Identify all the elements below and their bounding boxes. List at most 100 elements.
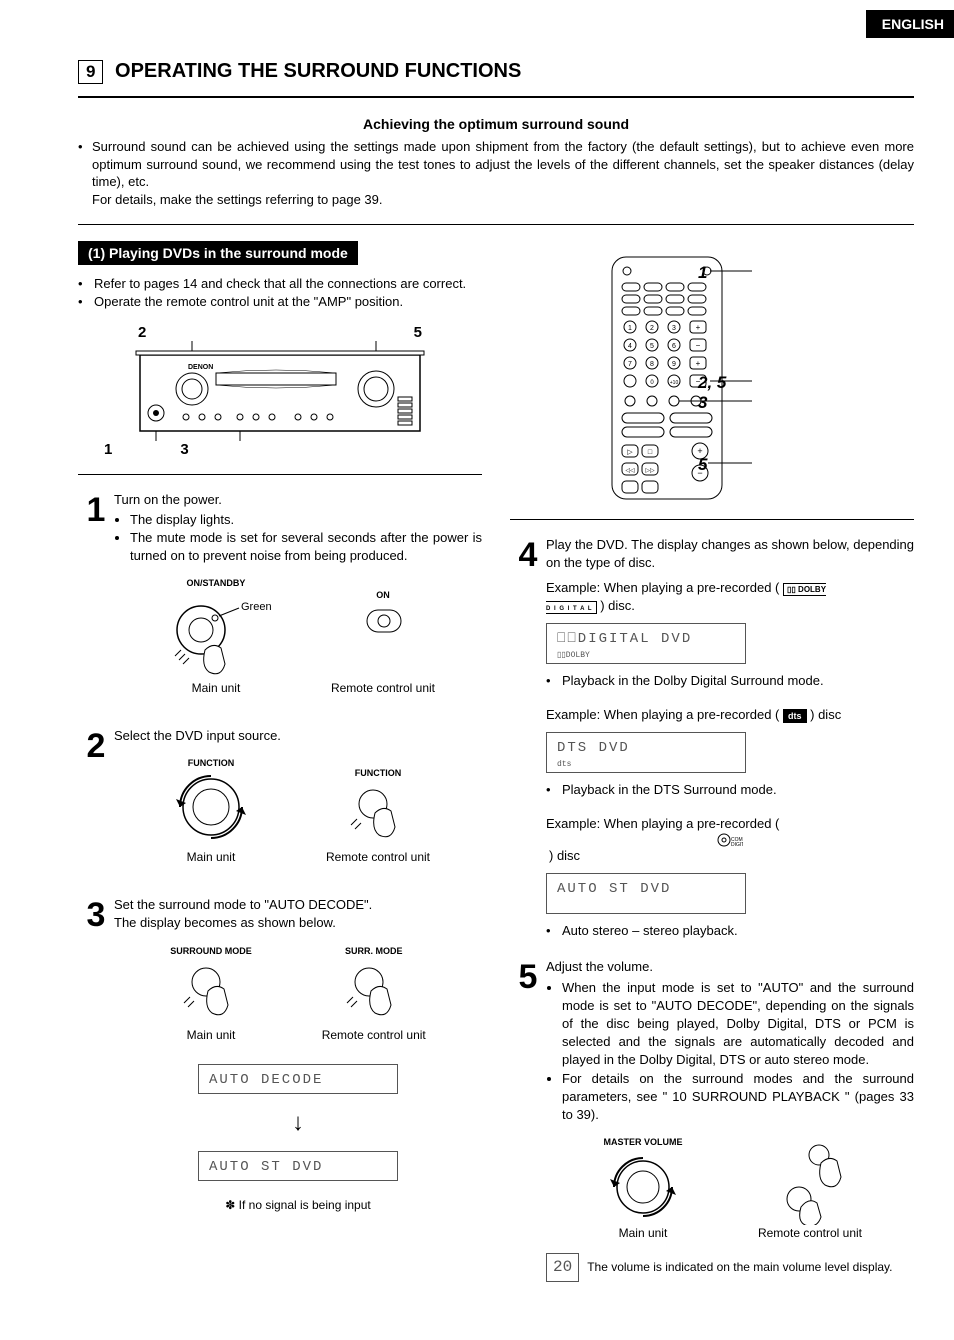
remote-diagram: 1 2 3 + 4 5 6 − 7 8 9 + 0 +10 — [510, 253, 914, 503]
vol-press-icon — [775, 1139, 845, 1225]
front-panel-svg: DENON — [130, 341, 430, 441]
lcd-ddigital: ⎕⎕DIGITAL DVD ▯▯DOLBY — [546, 623, 746, 664]
surround-press-icon — [176, 957, 246, 1027]
svg-text:3: 3 — [672, 325, 676, 332]
svg-text:Green: Green — [241, 601, 271, 613]
section-number-box: 9 — [78, 60, 103, 84]
label-onstandby: ON/STANDBY — [161, 577, 271, 590]
svg-text:DENON: DENON — [188, 364, 213, 371]
svg-text:8: 8 — [650, 361, 654, 368]
remote-callout-5: 5 — [698, 455, 707, 475]
lcd-autost: AUTO ST DVD — [546, 873, 746, 914]
section-title-text: OPERATING THE SURROUND FUNCTIONS — [115, 60, 521, 82]
step5-text: Adjust the volume. — [546, 959, 653, 974]
svg-text:5: 5 — [650, 343, 654, 350]
divider — [78, 224, 914, 225]
fp-top-label-left: 2 — [138, 324, 146, 341]
step1-li2: The mute mode is set for several seconds… — [130, 529, 482, 565]
front-panel-diagram: 2 5 DENON — [78, 324, 482, 458]
intro-line2: For details, make the settings referring… — [92, 192, 383, 207]
function-press-icon — [343, 779, 413, 849]
fp-bot-label-right: 3 — [180, 441, 188, 458]
right-column: 1 2 3 + 4 5 6 − 7 8 9 + 0 +10 — [510, 241, 914, 1300]
lcd-auto-st-dvd: AUTO ST DVD — [198, 1151, 398, 1181]
left-column: (1) Playing DVDs in the surround mode •R… — [78, 241, 482, 1300]
manual-page: 9 OPERATING THE SURROUND FUNCTIONS Achie… — [0, 0, 954, 1340]
step-5: 5 Adjust the volume. When the input mode… — [510, 958, 914, 1281]
cap-remote-1: Remote control unit — [331, 680, 435, 697]
svg-text:DIGITAL: DIGITAL — [731, 842, 743, 847]
step-3: 3 Set the surround mode to "AUTO DECODE"… — [78, 896, 482, 1213]
power-knob-icon: Green — [161, 590, 271, 680]
intro-title: Achieving the optimum surround sound — [78, 116, 914, 132]
master-vol-dial-icon — [598, 1149, 688, 1225]
remote-callout-1: 1 — [698, 263, 707, 283]
svg-text:4: 4 — [628, 343, 632, 350]
divider — [78, 474, 482, 475]
svg-text:2: 2 — [650, 325, 654, 332]
arrow-down-icon: ↓ — [292, 1106, 304, 1140]
lcd-auto-decode: AUTO DECODE — [198, 1064, 398, 1094]
pre-bullet-2: Operate the remote control unit at the "… — [94, 293, 403, 311]
cap-main-2: Main unit — [166, 849, 256, 866]
ex1-post: ) disc. — [600, 598, 635, 613]
step4-bul3: Auto stereo – stereo playback. — [562, 922, 738, 940]
intro-body: • Surround sound can be achieved using t… — [78, 138, 914, 208]
ex2-pre: Example: When playing a pre-recorded ( — [546, 707, 779, 722]
step-number: 4 — [510, 536, 546, 940]
remote-callout-3: 3 — [698, 393, 707, 413]
divider — [510, 519, 914, 520]
cap-main-1: Main unit — [161, 680, 271, 697]
fp-bot-label-left: 1 — [104, 441, 112, 458]
svg-text:+: + — [696, 359, 701, 368]
svg-text:▷: ▷ — [627, 449, 633, 456]
svg-text:6: 6 — [672, 343, 676, 350]
divider — [78, 96, 914, 98]
step4-text: Play the DVD. The display changes as sho… — [546, 536, 914, 572]
cap-remote-3: Remote control unit — [322, 1027, 426, 1044]
vol-display: 20 — [546, 1253, 579, 1281]
vol-text: The volume is indicated on the main volu… — [587, 1259, 914, 1276]
label-surrmode: SURR. MODE — [322, 945, 426, 958]
svg-text:7: 7 — [628, 361, 632, 368]
label-on: ON — [331, 589, 435, 602]
step1-li1: The display lights. — [130, 511, 482, 529]
ex1-pre: Example: When playing a pre-recorded ( — [546, 580, 779, 595]
pre-bullet-1: Refer to pages 14 and check that all the… — [94, 275, 466, 293]
step4-bul2: Playback in the DTS Surround mode. — [562, 781, 777, 799]
lcd-dts: DTS DVD dts — [546, 732, 746, 773]
subsection-bar: (1) Playing DVDs in the surround mode — [78, 241, 358, 265]
step3-text2: The display becomes as shown below. — [114, 915, 336, 930]
fp-top-label-right: 5 — [414, 324, 422, 341]
cap-remote-2: Remote control unit — [326, 849, 430, 866]
ex2-post: ) disc — [810, 707, 841, 722]
svg-text:+10: +10 — [670, 380, 679, 386]
pre-bullets: •Refer to pages 14 and check that all th… — [78, 275, 482, 311]
step5-li1: When the input mode is set to "AUTO" and… — [562, 979, 914, 1070]
label-surround: SURROUND MODE — [170, 945, 252, 958]
step1-text: Turn on the power. — [114, 492, 222, 507]
cap-main-5: Main unit — [598, 1225, 688, 1242]
step-number: 3 — [78, 896, 114, 1213]
surrmode-press-icon — [339, 957, 409, 1027]
label-function: FUNCTION — [166, 757, 256, 770]
function-dial-icon — [166, 769, 256, 849]
svg-text:1: 1 — [628, 325, 632, 332]
step3-text1: Set the surround mode to "AUTO DECODE". — [114, 897, 372, 912]
step-1: 1 Turn on the power. The display lights.… — [78, 491, 482, 709]
label-function2: FUNCTION — [326, 767, 430, 780]
svg-text:9: 9 — [672, 361, 676, 368]
cap-main-3: Main unit — [170, 1027, 252, 1044]
step5-li2: For details on the surround modes and th… — [562, 1070, 914, 1125]
step-number: 2 — [78, 727, 114, 879]
step4-bul1: Playback in the Dolby Digital Surround m… — [562, 672, 824, 690]
step3-note: ✽ If no signal is being input — [114, 1197, 482, 1214]
label-master: MASTER VOLUME — [598, 1136, 688, 1149]
svg-text:+: + — [696, 323, 701, 332]
step2-text: Select the DVD input source. — [114, 728, 281, 743]
step-number: 1 — [78, 491, 114, 709]
step-2: 2 Select the DVD input source. FUNCTION — [78, 727, 482, 879]
on-button-icon — [353, 602, 413, 642]
step-4: 4 Play the DVD. The display changes as s… — [510, 536, 914, 940]
section-title: 9 OPERATING THE SURROUND FUNCTIONS — [78, 60, 914, 84]
